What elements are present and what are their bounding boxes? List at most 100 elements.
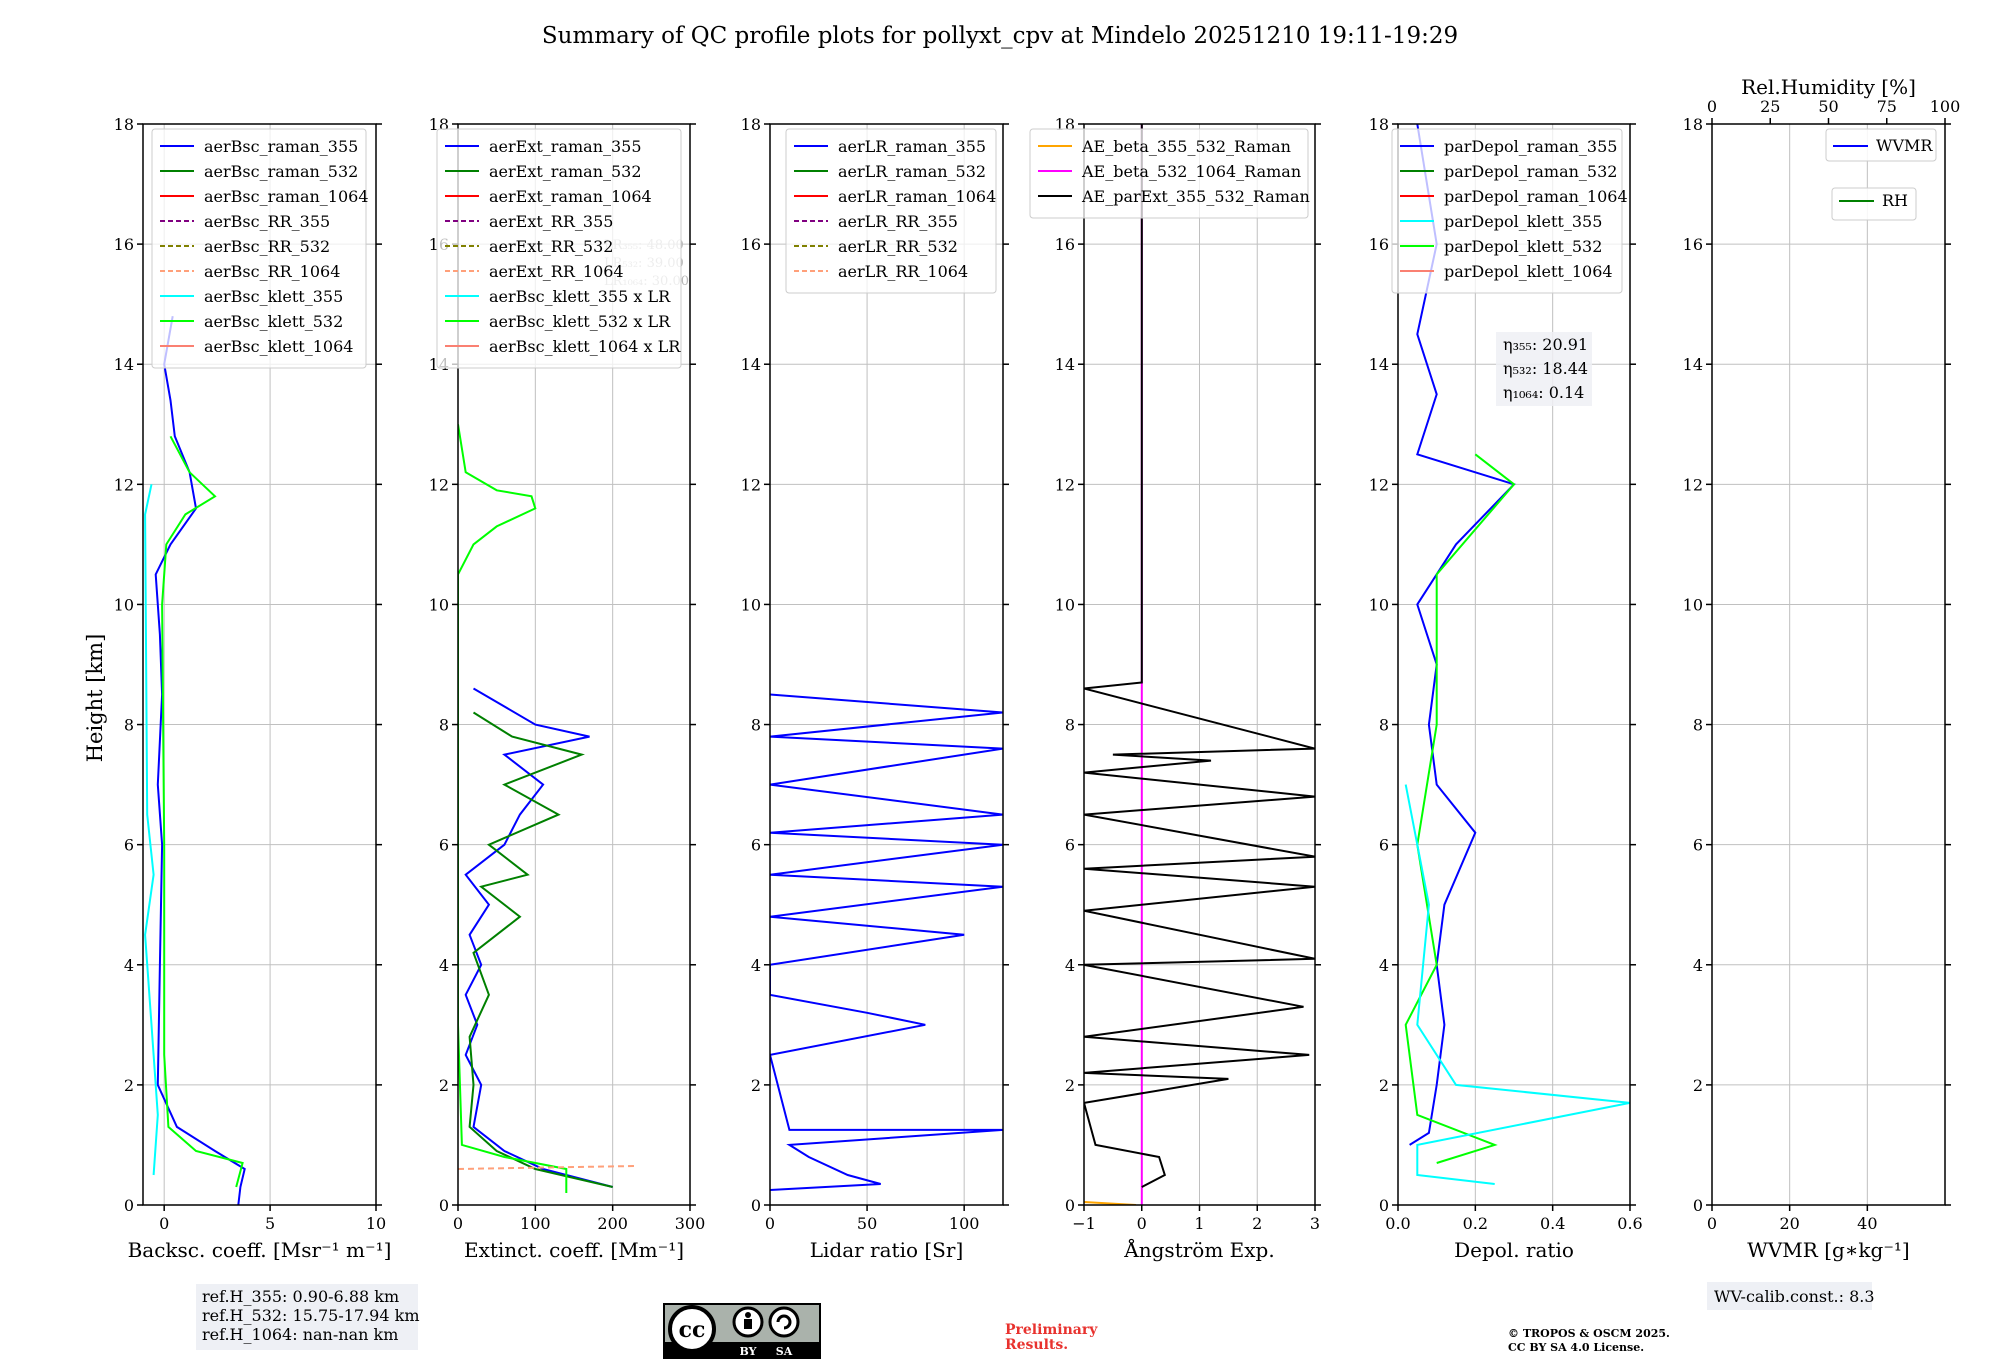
legend-label: AE_parExt_355_532_Raman <box>1081 187 1310 206</box>
y-tick-label: 4 <box>124 956 134 975</box>
legend: aerLR_raman_355 aerLR_raman_532 aerLR_rama… <box>785 128 997 294</box>
y-tick-label: 12 <box>1683 475 1703 494</box>
series-line-aerExt_raman_355 <box>464 687 613 1188</box>
x-tick-label: 20 <box>1779 1214 1799 1233</box>
legend-label: parDepol_raman_532 <box>1444 162 1617 181</box>
top-x-tick-label: 0 <box>1707 97 1717 116</box>
panel-lr: 0 2 4 6 8 10 12 14 16 18 0 50 100 Lidar ratio [Sr] aer… <box>741 115 1009 1262</box>
y-tick-label: 14 <box>1055 355 1075 374</box>
legend-label: aerLR_raman_532 <box>838 162 986 181</box>
eta-box <box>1496 332 1592 406</box>
legend-label: AE_beta_355_532_Raman <box>1081 137 1291 156</box>
y-tick-label: 6 <box>1065 836 1075 855</box>
eta-label: η₃₅₅: 20.91 <box>1503 335 1588 354</box>
legend-label: aerExt_RR_355 <box>489 212 613 231</box>
eta-label: η₅₃₂: 18.44 <box>1503 359 1588 378</box>
y-tick-label: 12 <box>114 475 134 494</box>
y-tick-label: 2 <box>1379 1076 1389 1095</box>
legend-label: aerBsc_klett_1064 x LR <box>489 337 681 356</box>
series-line-aerBsc_raman_355 <box>154 316 246 1205</box>
y-tick-label: 10 <box>741 595 761 614</box>
legend-label: aerLR_raman_355 <box>838 137 986 156</box>
series-line-aerBsc_klett_532 <box>161 435 244 1188</box>
ref-height-532: ref.H_532: 15.75-17.94 km <box>202 1306 420 1325</box>
legend-label: aerBsc_klett_1064 <box>204 337 353 356</box>
series-line-aerLR_raman_355 <box>770 693 1003 1191</box>
series-group <box>458 424 636 1193</box>
y-tick-label: 0 <box>1065 1196 1075 1215</box>
legend-label: aerBsc_klett_355 x LR <box>489 287 671 306</box>
y-tick-label: 10 <box>1683 595 1703 614</box>
y-tick-label: 8 <box>124 716 134 735</box>
legend-frame <box>436 128 682 369</box>
axes-frame <box>769 123 1004 1206</box>
legend-frame <box>1029 128 1309 219</box>
legend-label: aerLR_RR_355 <box>838 212 958 231</box>
x-tick-label: 0.2 <box>1463 1214 1488 1233</box>
y-tick-label: 12 <box>1055 475 1075 494</box>
y-tick-label: 8 <box>1693 716 1703 735</box>
legend-frame <box>151 128 367 369</box>
legend: AE_beta_355_532_Raman AE_beta_532_1064_Ra… <box>1029 128 1310 219</box>
y-tick-label: 12 <box>741 475 761 494</box>
series-group <box>770 693 1003 1191</box>
y-tick-label: 18 <box>1683 115 1703 134</box>
preliminary-label-line2: Results. <box>1005 1337 1068 1353</box>
axes-frame <box>1397 123 1631 1206</box>
y-tick-label: 14 <box>114 355 134 374</box>
ref-height-1064: ref.H_1064: nan-nan km <box>202 1325 398 1344</box>
legend-frame <box>1825 128 1937 162</box>
y-tick-label: 4 <box>1065 956 1075 975</box>
x-tick-label: 300 <box>675 1214 706 1233</box>
y-tick-label: 0 <box>1693 1196 1703 1215</box>
y-tick-label: 4 <box>751 956 761 975</box>
axes-frame <box>457 123 691 1206</box>
x-tick-label: 0 <box>159 1214 169 1233</box>
x-tick-label: 3 <box>1310 1214 1320 1233</box>
top-x-tick-label: 75 <box>1877 97 1897 116</box>
eta-label: η₁₀₆₄: 0.14 <box>1503 383 1584 402</box>
y-tick-label: 2 <box>1693 1076 1703 1095</box>
top-x-tick-label: 50 <box>1818 97 1838 116</box>
legend-label: parDepol_raman_1064 <box>1444 187 1628 206</box>
y-axis-label: Height [km] <box>83 634 107 763</box>
y-tick-label: 10 <box>1055 595 1075 614</box>
x-tick-label: 50 <box>857 1214 877 1233</box>
x-tick-label: 2 <box>1252 1214 1262 1233</box>
x-axis-label: Lidar ratio [Sr] <box>810 1238 964 1262</box>
y-tick-label: 6 <box>439 836 449 855</box>
cc-by-text: BY <box>740 1345 757 1358</box>
series-line-aerExt_raman_532 <box>468 711 613 1188</box>
y-tick-label: 0 <box>751 1196 761 1215</box>
y-tick-label: 0 <box>124 1196 134 1215</box>
y-tick-label: 14 <box>1369 355 1389 374</box>
ref-heights-box: ref.H_355: 0.90-6.88 km ref.H_532: 15.75… <box>196 1284 420 1350</box>
legend-frame <box>1391 128 1623 294</box>
legend-label: WVMR <box>1876 136 1933 155</box>
series-line-parDepol_klett_355 <box>1404 784 1630 1185</box>
panel-depol: 0 2 4 6 8 10 12 14 16 18 0.0 0.2 0.4 0.6 Depol. ratio η… <box>1369 115 1643 1262</box>
legend2-label: RH <box>1882 191 1908 210</box>
copyright-line1: © TROPOS & OSCM 2025. <box>1508 1327 1670 1340</box>
legend-label: aerBsc_raman_355 <box>204 137 358 156</box>
top-x-tick-label: 25 <box>1760 97 1780 116</box>
legend-label: aerBsc_RR_355 <box>204 212 330 231</box>
legend-label: aerExt_raman_355 <box>489 137 642 156</box>
preliminary-label: Preliminary <box>1005 1322 1098 1338</box>
y-tick-label: 18 <box>741 115 761 134</box>
legend-label: aerLR_raman_1064 <box>838 187 996 206</box>
x-tick-label: 0 <box>1137 1214 1147 1233</box>
legend-label: aerBsc_klett_532 <box>204 312 343 331</box>
legend-label: aerExt_RR_532 <box>489 237 613 256</box>
legend-label: aerLR_RR_532 <box>838 237 958 256</box>
sa-share-icon <box>768 1306 800 1338</box>
series-line-aerBsc_klett_532 x LR <box>458 424 568 1193</box>
y-tick-label: 4 <box>439 956 449 975</box>
axes-frame <box>1711 123 1946 1206</box>
ref-height-355: ref.H_355: 0.90-6.88 km <box>202 1287 399 1306</box>
panel-bsc: 0 2 4 6 8 10 12 14 16 18 0 5 10 Backsc. coeff. [Msr⁻¹… <box>114 115 392 1262</box>
y-tick-label: 16 <box>741 235 761 254</box>
legend-label: aerBsc_raman_1064 <box>204 187 369 206</box>
